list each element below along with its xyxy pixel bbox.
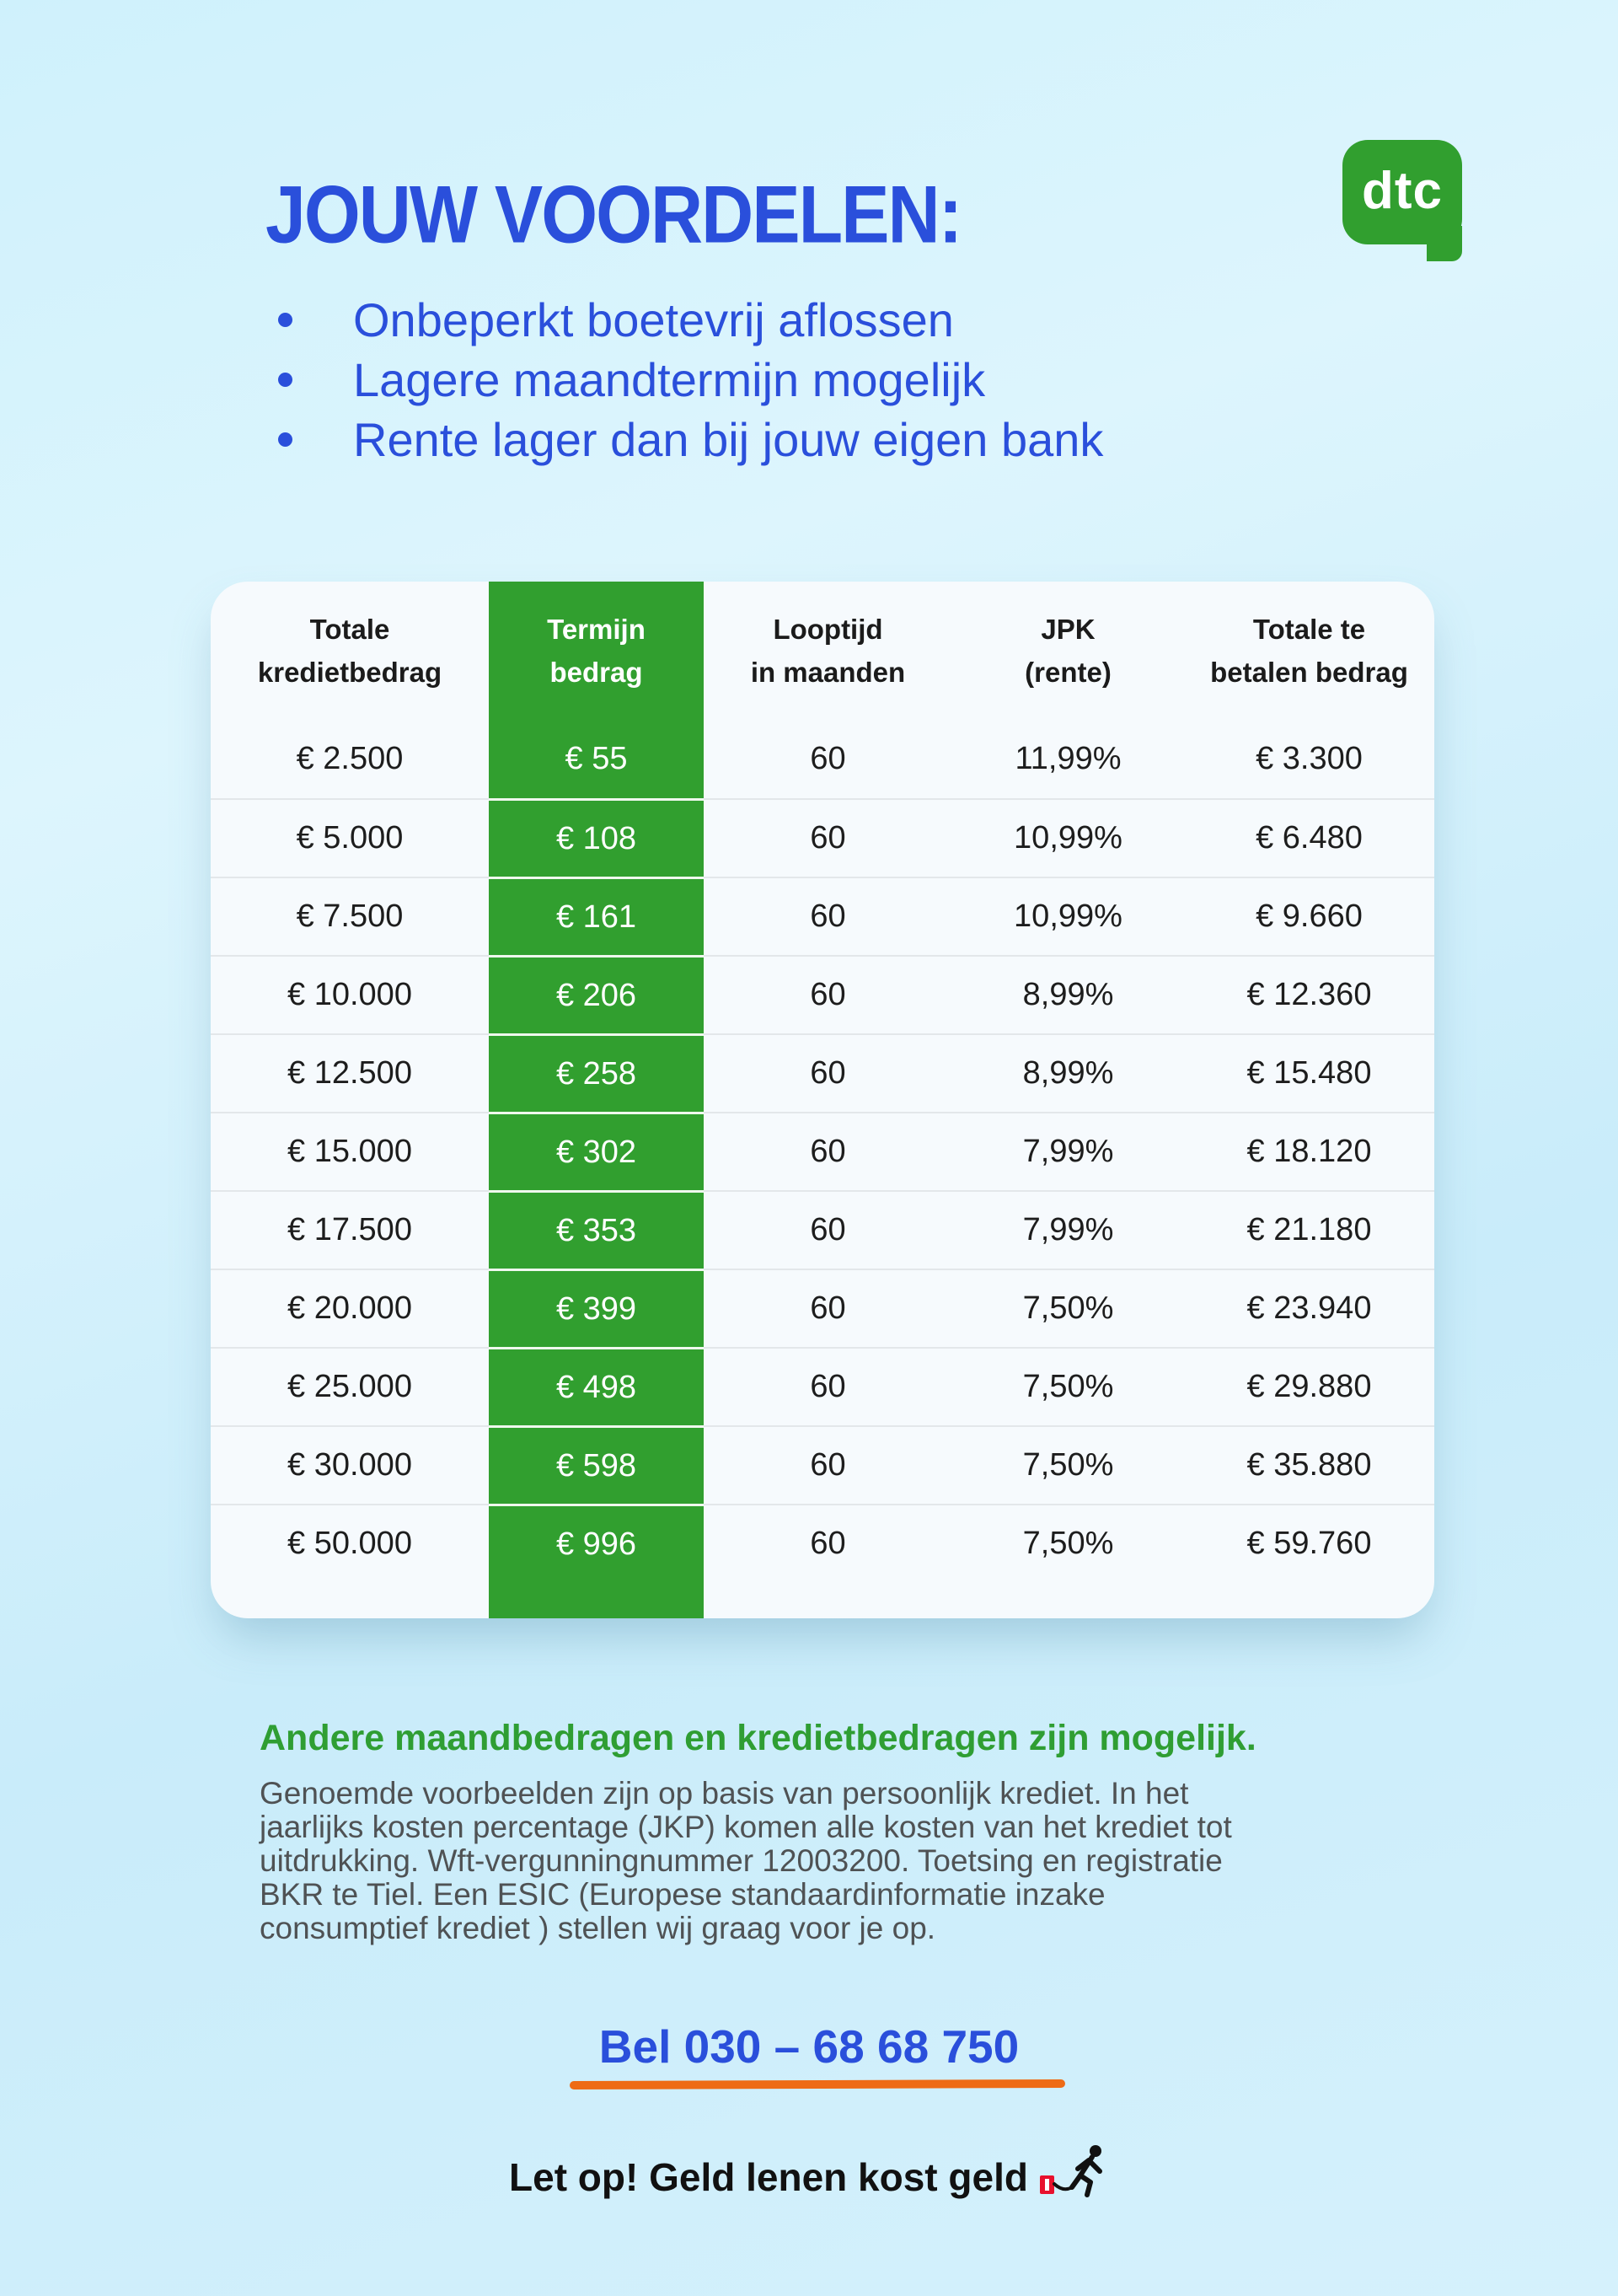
table-cell: 7,99% xyxy=(952,1112,1184,1190)
header-cell: Totale kredietbedrag xyxy=(257,613,442,688)
table-cell: 60 xyxy=(704,1112,952,1190)
table-cell: € 399 xyxy=(489,1269,704,1347)
header-cell: Looptijd in maanden xyxy=(750,613,906,688)
table-cell: 60 xyxy=(704,877,952,955)
dtc-logo: dtc xyxy=(1342,140,1462,261)
table-cell: 7,50% xyxy=(952,1504,1184,1582)
page-title: JOUW VOORDELEN: xyxy=(265,169,962,260)
table-cell: € 9.660 xyxy=(1184,877,1434,955)
phone-underline xyxy=(569,2079,1066,2090)
table-filler-cell xyxy=(1184,1582,1434,1618)
benefit-label: Onbeperkt boetevrij aflossen xyxy=(353,293,954,346)
table-cell: 7,50% xyxy=(952,1425,1184,1504)
table-cell: 60 xyxy=(704,1425,952,1504)
header-cell: Termijn bedrag xyxy=(489,582,704,720)
table-cell: € 3.300 xyxy=(1256,741,1363,776)
table-cell: € 17.500 xyxy=(211,1190,489,1269)
table-cell: € 161 xyxy=(489,877,704,955)
table-cell: 60 xyxy=(704,1033,952,1112)
rates-table: Totale kredietbedrag Termijn bedrag Loopti… xyxy=(211,582,1434,1618)
table-cell: 8,99% xyxy=(952,955,1184,1033)
table-cell: € 20.000 xyxy=(211,1269,489,1347)
benefit-item: Onbeperkt boetevrij aflossen xyxy=(278,290,1103,350)
table-cell: € 498 xyxy=(489,1347,704,1425)
table-cell: 60 xyxy=(704,955,952,1033)
money-loan-warning-icon xyxy=(1039,2145,1102,2197)
loan-warning-text: Let op! Geld lenen kost geld xyxy=(509,2155,1028,2199)
table-cell: € 25.000 xyxy=(211,1347,489,1425)
loan-warning: Let op! Geld lenen kost geld xyxy=(0,2145,1618,2200)
table-cell: 60 xyxy=(704,1504,952,1582)
table-cell: € 15.480 xyxy=(1184,1033,1434,1112)
table-cell: € 30.000 xyxy=(211,1425,489,1504)
table-filler-cell xyxy=(952,1582,1184,1618)
table-cell: 60 xyxy=(704,798,952,877)
header-cell: JPK (rente) xyxy=(1025,613,1112,688)
table-cell: € 12.360 xyxy=(1184,955,1434,1033)
table-cell: € 108 xyxy=(489,798,704,877)
table-cell: € 35.880 xyxy=(1184,1425,1434,1504)
header-cell: Totale te betalen bedrag xyxy=(1210,613,1408,688)
bullet-icon xyxy=(278,432,292,447)
table-cell: € 12.500 xyxy=(211,1033,489,1112)
table-cell: 60 xyxy=(704,1347,952,1425)
table-cell: € 15.000 xyxy=(211,1112,489,1190)
table-cell: 10,99% xyxy=(952,798,1184,877)
table-cell: € 258 xyxy=(489,1033,704,1112)
legal-text: Genoemde voorbeelden zijn op basis van p… xyxy=(260,1776,1232,1945)
table-cell: 7,50% xyxy=(952,1269,1184,1347)
table-cell: € 598 xyxy=(489,1425,704,1504)
table-cell: € 21.180 xyxy=(1184,1190,1434,1269)
table-cell: € 7.500 xyxy=(211,877,489,955)
table-cell: € 10.000 xyxy=(211,955,489,1033)
table-cell: € 353 xyxy=(489,1190,704,1269)
table-cell: € 2.500 xyxy=(296,741,404,776)
benefit-label: Lagere maandtermijn mogelijk xyxy=(353,353,986,406)
table-filler-cell xyxy=(704,1582,952,1618)
table-filler-cell xyxy=(211,1582,489,1618)
bullet-icon xyxy=(278,313,292,327)
bullet-icon xyxy=(278,373,292,387)
table-cell: 60 xyxy=(704,1269,952,1347)
dtc-logo-text: dtc xyxy=(1362,161,1443,220)
table-cell: € 23.940 xyxy=(1184,1269,1434,1347)
table-cell: 10,99% xyxy=(952,877,1184,955)
other-amounts-subheading: Andere maandbedragen en kredietbedragen … xyxy=(260,1718,1256,1758)
benefit-item: Rente lager dan bij jouw eigen bank xyxy=(278,410,1103,469)
table-cell: 8,99% xyxy=(952,1033,1184,1112)
benefits-list: Onbeperkt boetevrij aflossen Lagere maan… xyxy=(278,290,1103,469)
table-cell: € 996 xyxy=(489,1504,704,1582)
table-cell: € 50.000 xyxy=(211,1504,489,1582)
benefit-label: Rente lager dan bij jouw eigen bank xyxy=(353,413,1104,466)
table-cell: 7,99% xyxy=(952,1190,1184,1269)
table-cell: € 59.760 xyxy=(1184,1504,1434,1582)
table-filler-cell xyxy=(489,1582,704,1618)
table-cell: € 55 xyxy=(489,720,704,798)
table-cell: € 206 xyxy=(489,955,704,1033)
table-cell: 60 xyxy=(704,1190,952,1269)
table-cell: 7,50% xyxy=(952,1347,1184,1425)
benefit-item: Lagere maandtermijn mogelijk xyxy=(278,350,1103,410)
table-cell: € 18.120 xyxy=(1184,1112,1434,1190)
table-cell: 11,99% xyxy=(1015,741,1122,776)
phone-cta: Bel 030 – 68 68 750 xyxy=(598,2020,1020,2073)
table-cell: € 29.880 xyxy=(1184,1347,1434,1425)
table-cell: € 5.000 xyxy=(211,798,489,877)
table-cell: € 6.480 xyxy=(1184,798,1434,877)
table-cell: € 302 xyxy=(489,1112,704,1190)
table-cell: 60 xyxy=(810,741,846,776)
